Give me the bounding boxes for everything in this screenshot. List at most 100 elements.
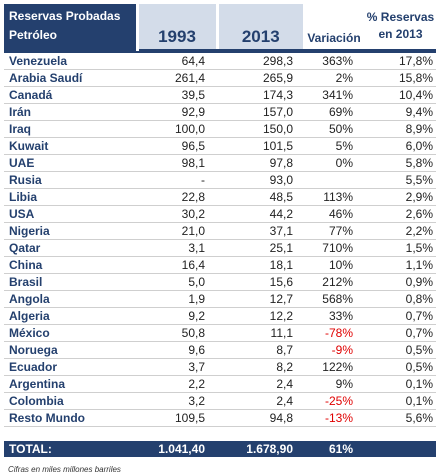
value-pct-reservas: 0,1% <box>365 392 436 410</box>
value-variacion: 50% <box>303 120 365 138</box>
value-pct-reservas: 10,4% <box>365 86 436 104</box>
value-2013: 25,1 <box>217 239 303 257</box>
value-2013: 97,8 <box>217 154 303 172</box>
value-2013: 174,3 <box>217 86 303 104</box>
value-pct-reservas: 0,5% <box>365 341 436 359</box>
value-1993: 3,7 <box>137 358 217 376</box>
footnote: Cifras en miles millones barriles <box>8 464 121 474</box>
country-name: México <box>4 324 137 342</box>
value-2013: 101,5 <box>217 137 303 155</box>
table-row: UAE 98,1 97,8 0% 5,8% <box>4 154 436 172</box>
table-row: Angola 1,9 12,7 568% 0,8% <box>4 290 436 308</box>
total-row: TOTAL: 1.041,40 1.678,90 61% <box>4 440 436 457</box>
table-row: México 50,8 11,1 -78% 0,7% <box>4 324 436 342</box>
value-2013: 2,4 <box>217 375 303 393</box>
table-row: Libia 22,8 48,5 113% 2,9% <box>4 188 436 206</box>
value-1993: 261,4 <box>137 69 217 87</box>
value-1993: 9,6 <box>137 341 217 359</box>
country-name: Noruega <box>4 341 137 359</box>
table-row: Algeria 9,2 12,2 33% 0,7% <box>4 307 436 325</box>
country-name: USA <box>4 205 137 223</box>
value-1993: 1,9 <box>137 290 217 308</box>
value-2013: 11,1 <box>217 324 303 342</box>
value-2013: 48,5 <box>217 188 303 206</box>
value-pct-reservas: 2,6% <box>365 205 436 223</box>
value-variacion: 212% <box>303 273 365 291</box>
value-variacion: -9% <box>303 341 365 359</box>
value-pct-reservas: 0,5% <box>365 358 436 376</box>
value-2013: 12,7 <box>217 290 303 308</box>
value-variacion: 113% <box>303 188 365 206</box>
value-variacion: -25% <box>303 392 365 410</box>
header-pct-line2: en 2013 <box>378 27 423 41</box>
value-pct-reservas: 8,9% <box>365 120 436 138</box>
value-variacion: 33% <box>303 307 365 325</box>
oil-reserves-table: Reservas Probadas 1993 2013 Variación % … <box>4 4 436 457</box>
table-row: China 16,4 18,1 10% 1,1% <box>4 256 436 274</box>
table-row: Canadá 39,5 174,3 341% 10,4% <box>4 86 436 104</box>
header-divider <box>4 49 436 53</box>
table-row: Noruega 9,6 8,7 -9% 0,5% <box>4 341 436 359</box>
country-name: Ecuador <box>4 358 137 376</box>
table-row: Argentina 2,2 2,4 9% 0,1% <box>4 375 436 393</box>
value-pct-reservas: 5,8% <box>365 154 436 172</box>
country-name: China <box>4 256 137 274</box>
total-2013: 1.678,90 <box>217 440 303 457</box>
value-1993: 92,9 <box>137 103 217 121</box>
value-pct-reservas: 5,5% <box>365 171 436 189</box>
value-pct-reservas: 2,9% <box>365 188 436 206</box>
value-variacion <box>303 171 365 189</box>
total-label: TOTAL: <box>4 440 137 457</box>
country-name: Angola <box>4 290 137 308</box>
country-name: Arabia Saudí <box>4 69 137 87</box>
total-variacion: 61% <box>303 440 365 457</box>
value-2013: 2,4 <box>217 392 303 410</box>
country-name: Algeria <box>4 307 137 325</box>
table-row: Nigeria 21,0 37,1 77% 2,2% <box>4 222 436 240</box>
header-title-line2: Petróleo <box>4 26 137 51</box>
table-header: Reservas Probadas 1993 2013 Variación % … <box>4 4 436 53</box>
table-row: Qatar 3,1 25,1 710% 1,5% <box>4 239 436 257</box>
table-row: Iraq 100,0 150,0 50% 8,9% <box>4 120 436 138</box>
value-pct-reservas: 5,6% <box>365 409 436 427</box>
country-name: Iraq <box>4 120 137 138</box>
value-2013: 265,9 <box>217 69 303 87</box>
country-name: Nigeria <box>4 222 137 240</box>
table-row: Brasil 5,0 15,6 212% 0,9% <box>4 273 436 291</box>
value-1993: 98,1 <box>137 154 217 172</box>
value-2013: 15,6 <box>217 273 303 291</box>
value-1993: 100,0 <box>137 120 217 138</box>
value-2013: 94,8 <box>217 409 303 427</box>
value-2013: 8,2 <box>217 358 303 376</box>
value-pct-reservas: 0,8% <box>365 290 436 308</box>
value-variacion: 9% <box>303 375 365 393</box>
value-1993: 3,1 <box>137 239 217 257</box>
value-pct-reservas: 0,1% <box>365 375 436 393</box>
value-variacion: 46% <box>303 205 365 223</box>
table-row: Irán 92,9 157,0 69% 9,4% <box>4 103 436 121</box>
value-pct-reservas: 15,8% <box>365 69 436 87</box>
value-variacion: 568% <box>303 290 365 308</box>
value-2013: 150,0 <box>217 120 303 138</box>
value-1993: 39,5 <box>137 86 217 104</box>
table-row: USA 30,2 44,2 46% 2,6% <box>4 205 436 223</box>
value-variacion: -78% <box>303 324 365 342</box>
value-1993: 64,4 <box>137 52 217 70</box>
value-1993: 5,0 <box>137 273 217 291</box>
value-2013: 8,7 <box>217 341 303 359</box>
value-1993: 9,2 <box>137 307 217 325</box>
country-name: Canadá <box>4 86 137 104</box>
country-name: Colombia <box>4 392 137 410</box>
value-variacion: 5% <box>303 137 365 155</box>
value-2013: 12,2 <box>217 307 303 325</box>
country-name: Argentina <box>4 375 137 393</box>
value-pct-reservas: 2,2% <box>365 222 436 240</box>
value-1993: 2,2 <box>137 375 217 393</box>
value-variacion: 363% <box>303 52 365 70</box>
value-1993: 16,4 <box>137 256 217 274</box>
country-name: Rusia <box>4 171 137 189</box>
value-pct-reservas: 1,1% <box>365 256 436 274</box>
value-1993: 3,2 <box>137 392 217 410</box>
value-2013: 93,0 <box>217 171 303 189</box>
country-name: Venezuela <box>4 52 137 70</box>
